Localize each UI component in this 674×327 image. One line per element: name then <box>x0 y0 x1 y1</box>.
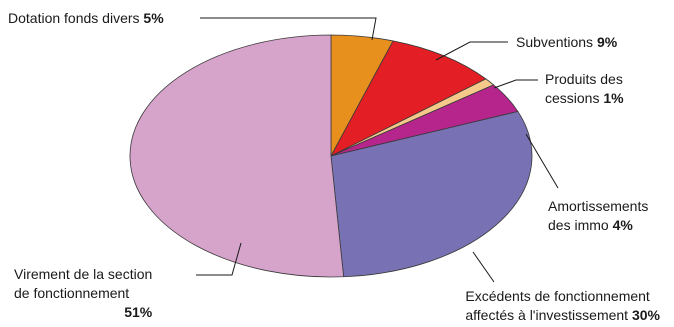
label-cessions: Produits des cessions 1% <box>545 70 624 108</box>
leader-line-cessions <box>494 80 538 88</box>
label-subventions: Subventions 9% <box>516 33 617 52</box>
label-excedents: Excédents de fonctionnement affectés à l… <box>465 287 660 325</box>
pie-slice-virement <box>130 35 344 277</box>
leader-line-excedents <box>473 252 494 282</box>
label-amortissements: Amortissements des immo 4% <box>548 197 648 235</box>
label-dotation: Dotation fonds divers 5% <box>8 9 164 28</box>
label-virement: Virement de la section de fonctionnement… <box>14 265 152 322</box>
